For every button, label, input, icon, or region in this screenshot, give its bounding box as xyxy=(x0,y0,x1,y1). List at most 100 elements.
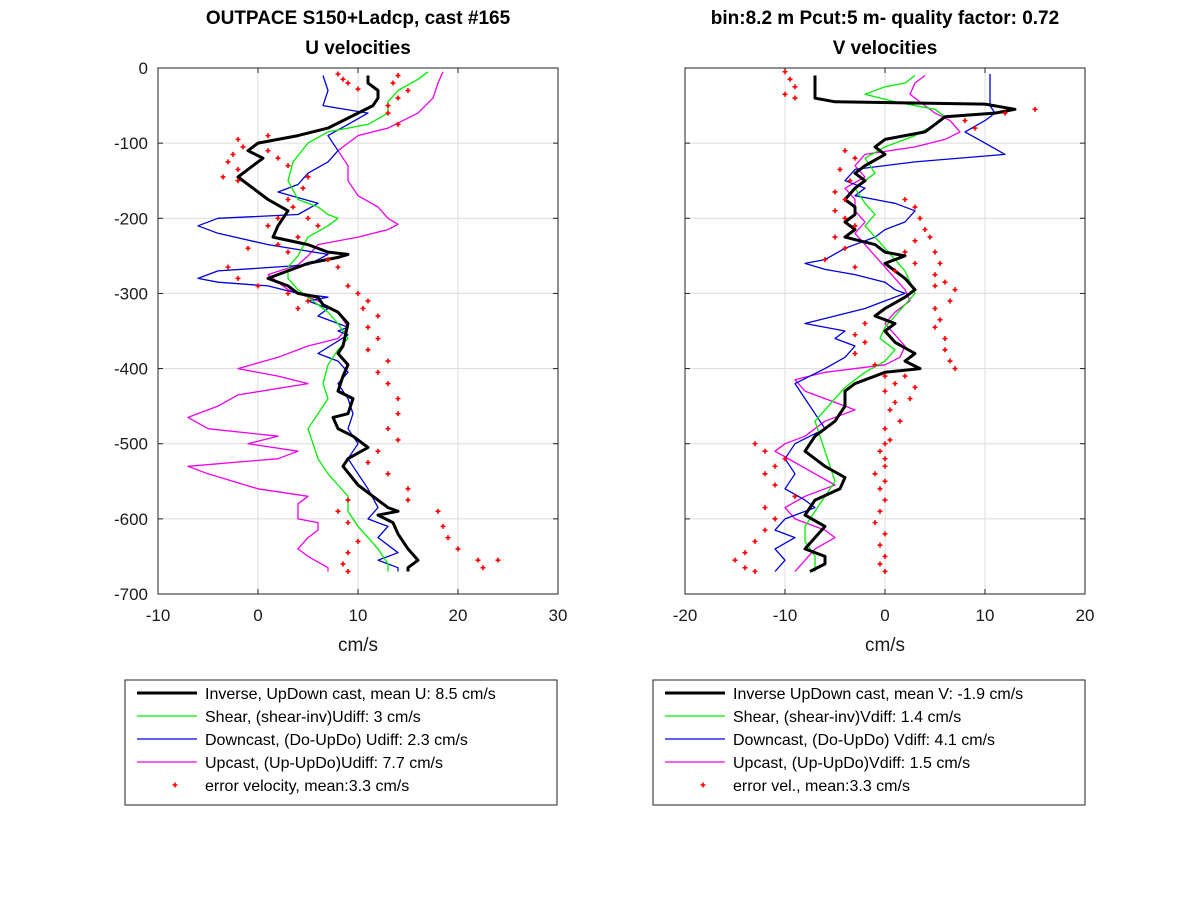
error-velocity-point xyxy=(882,426,888,432)
error-velocity-point xyxy=(345,497,351,503)
u-velocity-panel: -10 0 10 20 300-100-200-300-400-500-600-700O… xyxy=(114,8,568,806)
chart-title: OUTPACE S150+Ladcp, cast #165 xyxy=(206,8,511,29)
y-tick-label: -200 xyxy=(114,209,148,228)
error-velocity-point xyxy=(365,460,371,465)
error-velocity-point xyxy=(385,103,391,109)
error-velocity-point xyxy=(772,463,778,469)
x-tick-label: 10 xyxy=(349,606,368,625)
error-velocity-point xyxy=(902,373,908,379)
error-velocity-point xyxy=(752,441,758,447)
error-velocity-point xyxy=(972,125,978,131)
error-velocity-point xyxy=(917,215,923,221)
error-velocity-point xyxy=(305,174,311,180)
chart-subtitle: V velocities xyxy=(833,38,938,59)
error-velocity-point xyxy=(345,283,351,289)
error-velocity-point xyxy=(952,366,958,372)
error-velocity-point xyxy=(862,320,868,326)
error-velocity-point xyxy=(240,144,246,150)
legend-box xyxy=(652,679,1086,806)
error-velocity-point xyxy=(285,290,291,296)
x-tick-label: 10 xyxy=(976,606,995,625)
plot-series-group xyxy=(187,71,501,574)
error-velocity-point xyxy=(842,215,848,221)
error-velocity-point xyxy=(947,358,953,364)
error-velocity-point xyxy=(937,260,943,266)
error-velocity-point xyxy=(952,287,958,293)
error-velocity-point xyxy=(882,388,888,394)
error-velocity-point xyxy=(872,520,878,526)
x-axis-label: cm/s xyxy=(338,635,378,656)
error-velocity-point xyxy=(385,426,391,432)
error-velocity-point xyxy=(1032,106,1038,112)
error-velocity-point xyxy=(882,456,888,462)
error-velocity-point xyxy=(275,242,281,248)
error-velocity-point xyxy=(255,283,261,289)
error-velocity-point xyxy=(235,166,241,172)
error-velocity-point xyxy=(265,133,271,139)
error-velocity-point xyxy=(375,313,381,319)
error-velocity-point xyxy=(837,166,843,172)
error-velocity-point xyxy=(225,264,231,270)
error-velocity-point xyxy=(882,497,888,503)
error-velocity-point xyxy=(405,486,411,492)
inverse-line xyxy=(236,75,420,572)
error-velocity-point xyxy=(852,351,858,357)
error-velocity-point xyxy=(475,557,481,563)
error-velocity-point xyxy=(752,538,758,544)
error-velocity-point xyxy=(832,234,838,240)
error-velocity-point xyxy=(345,568,351,574)
y-tick-label: -600 xyxy=(114,510,148,529)
x-tick-label: 30 xyxy=(549,606,568,625)
error-velocity-point xyxy=(285,197,291,202)
error-velocity-point xyxy=(947,298,953,304)
error-velocity-point xyxy=(345,550,351,556)
error-velocity-point xyxy=(942,336,948,342)
error-velocity-point xyxy=(235,136,241,142)
error-velocity-point xyxy=(907,396,913,402)
error-velocity-point xyxy=(340,561,346,567)
error-velocity-point xyxy=(932,324,938,330)
x-tick-label: -20 xyxy=(673,606,698,625)
error-velocity-point xyxy=(235,178,241,184)
error-velocity-point xyxy=(882,478,888,484)
error-velocity-point xyxy=(752,568,758,574)
error-velocity-point xyxy=(480,565,486,571)
error-velocity-point xyxy=(335,264,341,270)
error-velocity-point xyxy=(762,505,768,511)
error-velocity-point xyxy=(912,384,918,390)
error-velocity-point xyxy=(220,174,226,180)
error-velocity-point xyxy=(792,493,798,499)
error-velocity-point xyxy=(455,546,461,552)
error-velocity-point xyxy=(927,234,933,240)
legend-label: Upcast, (Up-UpDo)Vdiff: 1.5 cm/s xyxy=(733,755,970,772)
error-velocity-point xyxy=(385,471,391,477)
error-velocity-point xyxy=(285,249,291,255)
axes-frame xyxy=(157,67,559,595)
error-velocity-point xyxy=(375,448,381,454)
y-tick-label: -300 xyxy=(114,284,148,303)
error-velocity-point xyxy=(782,91,788,97)
legend-label: Inverse, UpDown cast, mean U: 8.5 cm/s xyxy=(205,686,496,703)
chart-title: bin:8.2 m Pcut:5 m- quality factor: 0.72 xyxy=(711,8,1059,29)
legend-label: Shear, (shear-inv)Vdiff: 1.4 cm/s xyxy=(733,709,961,726)
error-velocity-point xyxy=(782,69,788,75)
error-velocity-point xyxy=(882,463,888,469)
upcast-line xyxy=(774,74,961,572)
axes-frame xyxy=(684,67,1086,595)
error-velocity-point xyxy=(340,76,346,82)
y-tick-label: 0 xyxy=(139,59,148,78)
error-velocity-point xyxy=(852,264,858,270)
error-velocity-point xyxy=(335,508,341,514)
legend-label: Downcast, (Do-UpDo) Vdiff: 4.1 cm/s xyxy=(733,732,995,749)
error-velocity-point xyxy=(852,223,858,229)
error-velocity-point xyxy=(847,178,853,184)
error-velocity-point xyxy=(395,437,401,443)
error-velocity-point xyxy=(882,441,888,447)
error-velocity-point xyxy=(345,520,351,526)
error-velocity-point xyxy=(912,260,918,266)
legend: Inverse, UpDown cast, mean U: 8.5 cm/s Sh… xyxy=(124,679,558,806)
error-velocity-point xyxy=(887,437,893,443)
error-velocity-point xyxy=(772,516,778,522)
error-velocity-point xyxy=(822,257,828,263)
error-velocity-point xyxy=(832,208,838,214)
